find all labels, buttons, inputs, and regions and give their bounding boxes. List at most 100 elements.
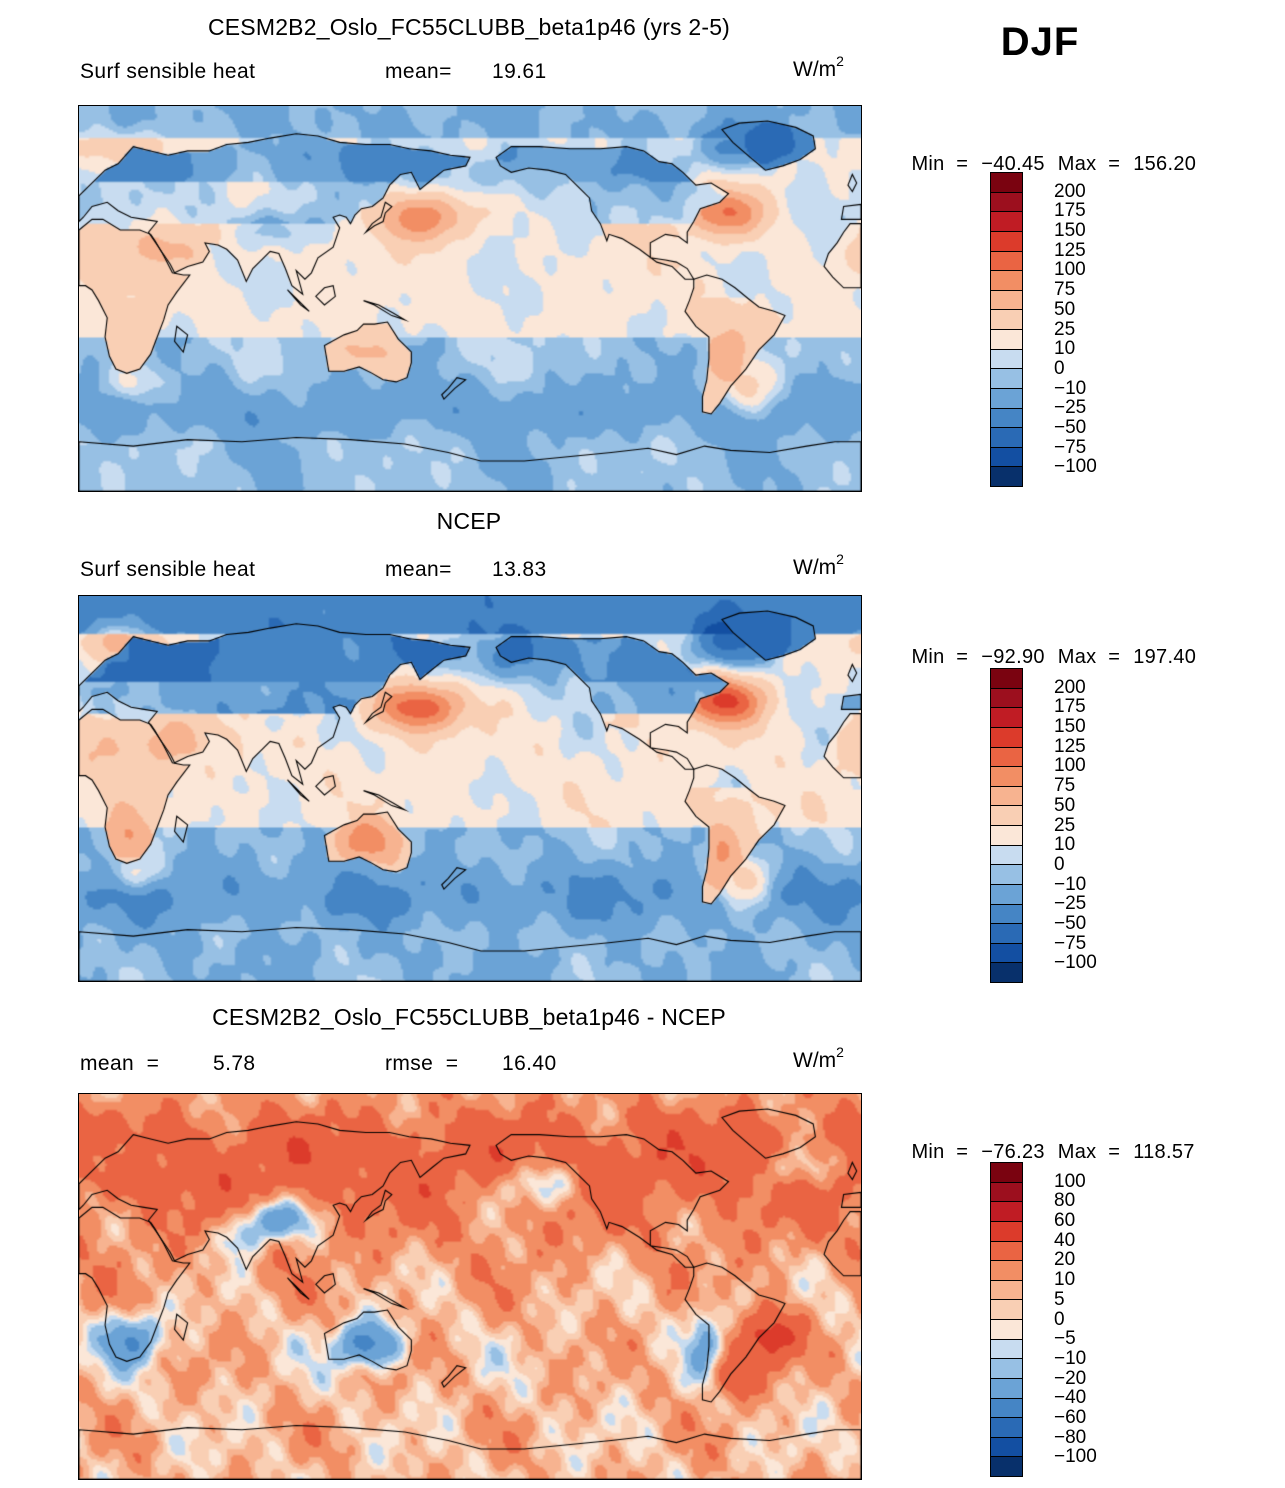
min-value: −40.45 — [981, 153, 1045, 175]
colorbar-tick-label: 200 — [1054, 676, 1086, 698]
colorbar-tick-label: 40 — [1054, 1229, 1076, 1251]
colorbar-tick-label: −10 — [1054, 377, 1087, 399]
colorbar-box — [990, 250, 1023, 272]
colorbar-tick-label: −5 — [1054, 1328, 1076, 1350]
colorbar-box — [990, 923, 1023, 944]
colorbar-box — [990, 211, 1023, 232]
max-value: 156.20 — [1133, 153, 1197, 175]
colorbar-box — [990, 446, 1023, 468]
rmse-value: 16.40 — [502, 1052, 557, 1075]
panel-title: CESM2B2_Oslo_FC55CLUBB_beta1p46 - NCEP — [212, 1004, 726, 1030]
min-value: −76.23 — [981, 1141, 1045, 1163]
min-label: Min = — [911, 1141, 969, 1163]
colorbar-tick-label: 100 — [1054, 259, 1086, 281]
colorbar-box — [990, 1279, 1023, 1301]
max-value: 118.57 — [1133, 1141, 1195, 1163]
units-exponent: 2 — [836, 53, 844, 69]
world-map-canvas — [79, 1094, 861, 1479]
mean-value: 19.61 — [492, 60, 547, 83]
min-label: Min = — [911, 646, 969, 668]
units-label: W/m2 — [793, 1044, 844, 1073]
units-label: W/m2 — [793, 53, 844, 82]
mean-label: mean= — [385, 558, 452, 581]
colorbar-box — [990, 1220, 1023, 1242]
colorbar-box — [990, 805, 1023, 826]
minmax-line: Min = −40.45 Max = 156.20 — [888, 130, 1209, 199]
colorbar-1: 200 175 150 125 100 75 50 25 10 0 −10 −25 −50 −75 −100 — [990, 668, 1180, 983]
colorbar-box — [990, 368, 1023, 389]
colorbar-box — [990, 864, 1023, 885]
colorbar-tick-label: −25 — [1054, 893, 1087, 915]
mean-value: 5.78 — [213, 1052, 256, 1075]
colorbar-box — [990, 1319, 1023, 1340]
colorbar-box — [990, 348, 1023, 370]
colorbar-tick-label: 25 — [1054, 814, 1076, 836]
colorbar-box — [990, 329, 1023, 350]
colorbar-tick-label: −10 — [1054, 873, 1087, 895]
max-value: 197.40 — [1133, 646, 1197, 668]
colorbar-boxes — [990, 668, 1023, 983]
colorbar-tick-label: −80 — [1054, 1426, 1087, 1448]
colorbar-box — [990, 903, 1023, 925]
variable-label: Surf sensible heat — [80, 558, 256, 581]
max-label: Max = — [1057, 1141, 1121, 1163]
colorbar-box — [990, 883, 1023, 905]
colorbar-tick-label: 10 — [1054, 338, 1076, 360]
colorbar-tick-label: −75 — [1054, 436, 1087, 458]
colorbar-tick-label: 150 — [1054, 716, 1086, 738]
colorbar-labels: 200 175 150 125 100 75 50 25 10 0 −10 −25 −50 −75 −100 — [1054, 172, 1154, 487]
colorbar-tick-label: 60 — [1054, 1210, 1076, 1232]
colorbar-tick-label: 0 — [1054, 1308, 1065, 1330]
colorbar-box — [990, 1397, 1023, 1419]
min-value: −92.90 — [981, 646, 1045, 668]
units-exponent: 2 — [836, 551, 844, 567]
colorbar-box — [990, 825, 1023, 846]
colorbar-tick-label: −100 — [1054, 952, 1097, 974]
colorbar-box — [990, 1299, 1023, 1320]
colorbar-labels: 100 80 60 40 20 10 5 0 −5 −10 −20 −40 −60 −80 −100 — [1054, 1162, 1154, 1477]
colorbar-tick-label: 0 — [1054, 357, 1065, 379]
colorbar-box — [990, 726, 1023, 748]
mean-label: mean = — [80, 1052, 160, 1075]
units-base: W/m — [793, 58, 837, 81]
colorbar-box — [990, 387, 1023, 409]
colorbar-tick-label: −40 — [1054, 1387, 1087, 1409]
units-base: W/m — [793, 1049, 837, 1072]
colorbar-box — [990, 785, 1023, 807]
variable-label: Surf sensible heat — [80, 60, 256, 83]
colorbar-2: 100 80 60 40 20 10 5 0 −5 −10 −20 −40 −60 −80 −100 — [990, 1162, 1180, 1477]
minmax-line: Min = −76.23 Max = 118.57 — [888, 1118, 1208, 1187]
colorbar-tick-label: −75 — [1054, 932, 1087, 954]
units-base: W/m — [793, 556, 837, 579]
colorbar-tick-label: 125 — [1054, 239, 1086, 261]
colorbar-tick-label: 175 — [1054, 696, 1086, 718]
mean-value: 13.83 — [492, 558, 547, 581]
colorbar-tick-label: 100 — [1054, 755, 1086, 777]
colorbar-tick-label: 75 — [1054, 279, 1076, 301]
colorbar-box — [990, 962, 1023, 983]
colorbar-tick-label: −60 — [1054, 1406, 1087, 1428]
colorbar-box — [990, 270, 1023, 291]
colorbar-box — [990, 1377, 1023, 1399]
colorbar-tick-label: 125 — [1054, 735, 1086, 757]
colorbar-box — [990, 687, 1023, 709]
colorbar-tick-label: 80 — [1054, 1190, 1076, 1212]
colorbar-boxes — [990, 1162, 1023, 1477]
minmax-line: Min = −92.90 Max = 197.40 — [888, 623, 1209, 692]
colorbar-box — [990, 1181, 1023, 1203]
colorbar-box — [990, 1358, 1023, 1379]
colorbar-tick-label: −20 — [1054, 1367, 1087, 1389]
world-map-canvas — [79, 596, 861, 981]
map-model — [78, 105, 862, 492]
colorbar-box — [990, 844, 1023, 866]
colorbar-box — [990, 230, 1023, 252]
colorbar-tick-label: 10 — [1054, 1269, 1076, 1291]
colorbar-tick-label: 100 — [1054, 1170, 1086, 1192]
colorbar-box — [990, 766, 1023, 787]
colorbar-tick-label: 25 — [1054, 318, 1076, 340]
map-difference — [78, 1093, 862, 1480]
colorbar-tick-label: 5 — [1054, 1288, 1065, 1310]
colorbar-box — [990, 466, 1023, 487]
colorbar-box — [990, 942, 1023, 964]
panel-title: NCEP — [436, 508, 502, 534]
